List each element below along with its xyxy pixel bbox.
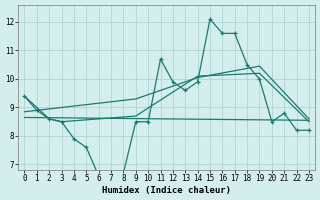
X-axis label: Humidex (Indice chaleur): Humidex (Indice chaleur) xyxy=(102,186,231,195)
